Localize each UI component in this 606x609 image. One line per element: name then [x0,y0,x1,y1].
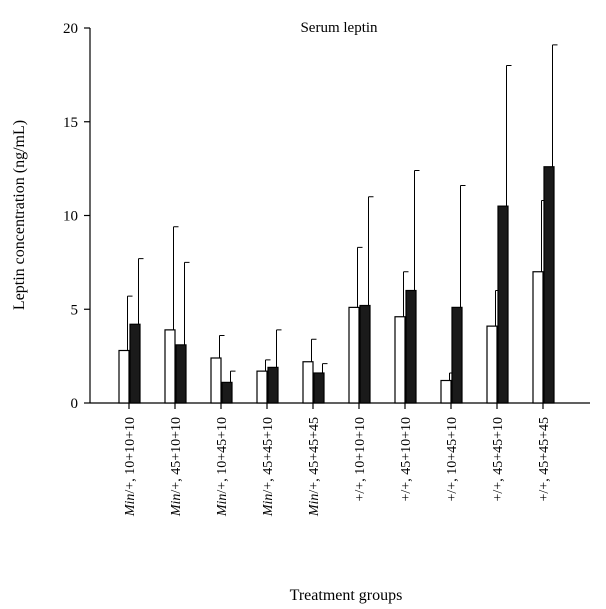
bar-open [256,370,268,404]
x-tick-label-rest: +/+, 45+45+10 [491,417,506,501]
x-tick-label-prefix: Min [261,494,276,518]
x-tick-label: Min/+, 45+10+10 [169,417,184,517]
x-tick-label-rest: +/+, 45+45+45 [537,417,552,501]
y-tick-label: 5 [71,302,79,318]
x-tick-label-rest: /+, 45+45+45 [307,417,322,494]
x-tick-label-prefix: Min [169,494,184,518]
x-axis-title: Treatment groups [290,587,403,604]
y-tick-label: 15 [63,115,78,131]
bar-filled [359,304,371,404]
x-tick-label: +/+, 10+10+10 [353,417,368,501]
x-tick-label: +/+, 45+45+10 [491,417,506,501]
x-tick-label: Min/+, 10+10+10 [123,417,138,517]
x-tick-label-prefix: Min [307,494,322,518]
bar-filled [129,323,141,404]
bar-open [532,271,544,404]
x-tick-label: Min/+, 45+45+45 [307,417,322,517]
x-tick-label-prefix: Min [215,494,230,518]
bar-open [210,357,222,404]
bar-open [440,379,452,404]
x-tick-label: +/+, 45+45+45 [537,417,552,501]
y-tick-label: 20 [63,21,78,37]
bar-filled [313,372,325,404]
x-tick-label-rest: +/+, 10+45+10 [445,417,460,501]
x-tick-label-rest: /+, 45+45+10 [261,417,276,494]
bar-filled [175,344,187,404]
bar-open [394,316,406,404]
x-tick-label: +/+, 10+45+10 [445,417,460,501]
bar-open [302,361,314,404]
bar-filled [221,381,233,404]
bar-filled [543,166,555,404]
x-tick-label: Min/+, 10+45+10 [215,417,230,517]
bars [118,44,558,404]
x-tick-label: Min/+, 45+45+10 [261,417,276,517]
bar-filled [497,205,509,404]
chart-title: Serum leptin [300,20,378,36]
y-tick-label: 10 [63,209,78,225]
bar-filled [405,289,417,404]
x-tick-label: +/+, 45+10+10 [399,417,414,501]
bar-filled [451,306,463,404]
x-tick-label-rest: /+, 10+45+10 [215,417,230,494]
x-tick-label-prefix: Min [123,494,138,518]
x-tick-label-rest: +/+, 10+10+10 [353,417,368,501]
x-tick-label-rest: +/+, 45+10+10 [399,417,414,501]
bar-filled [267,366,279,404]
bar-open [486,325,498,404]
x-tick-label-rest: /+, 10+10+10 [123,417,138,494]
axes: 0 5 10 15 20 [63,21,590,412]
bar-open [118,349,130,404]
y-axis-title: Leptin concentration (ng/mL) [11,120,28,310]
y-tick-label: 0 [71,396,79,412]
bar-open [348,306,360,404]
x-tick-label-rest: /+, 45+10+10 [169,417,184,494]
bar-open [164,329,176,404]
